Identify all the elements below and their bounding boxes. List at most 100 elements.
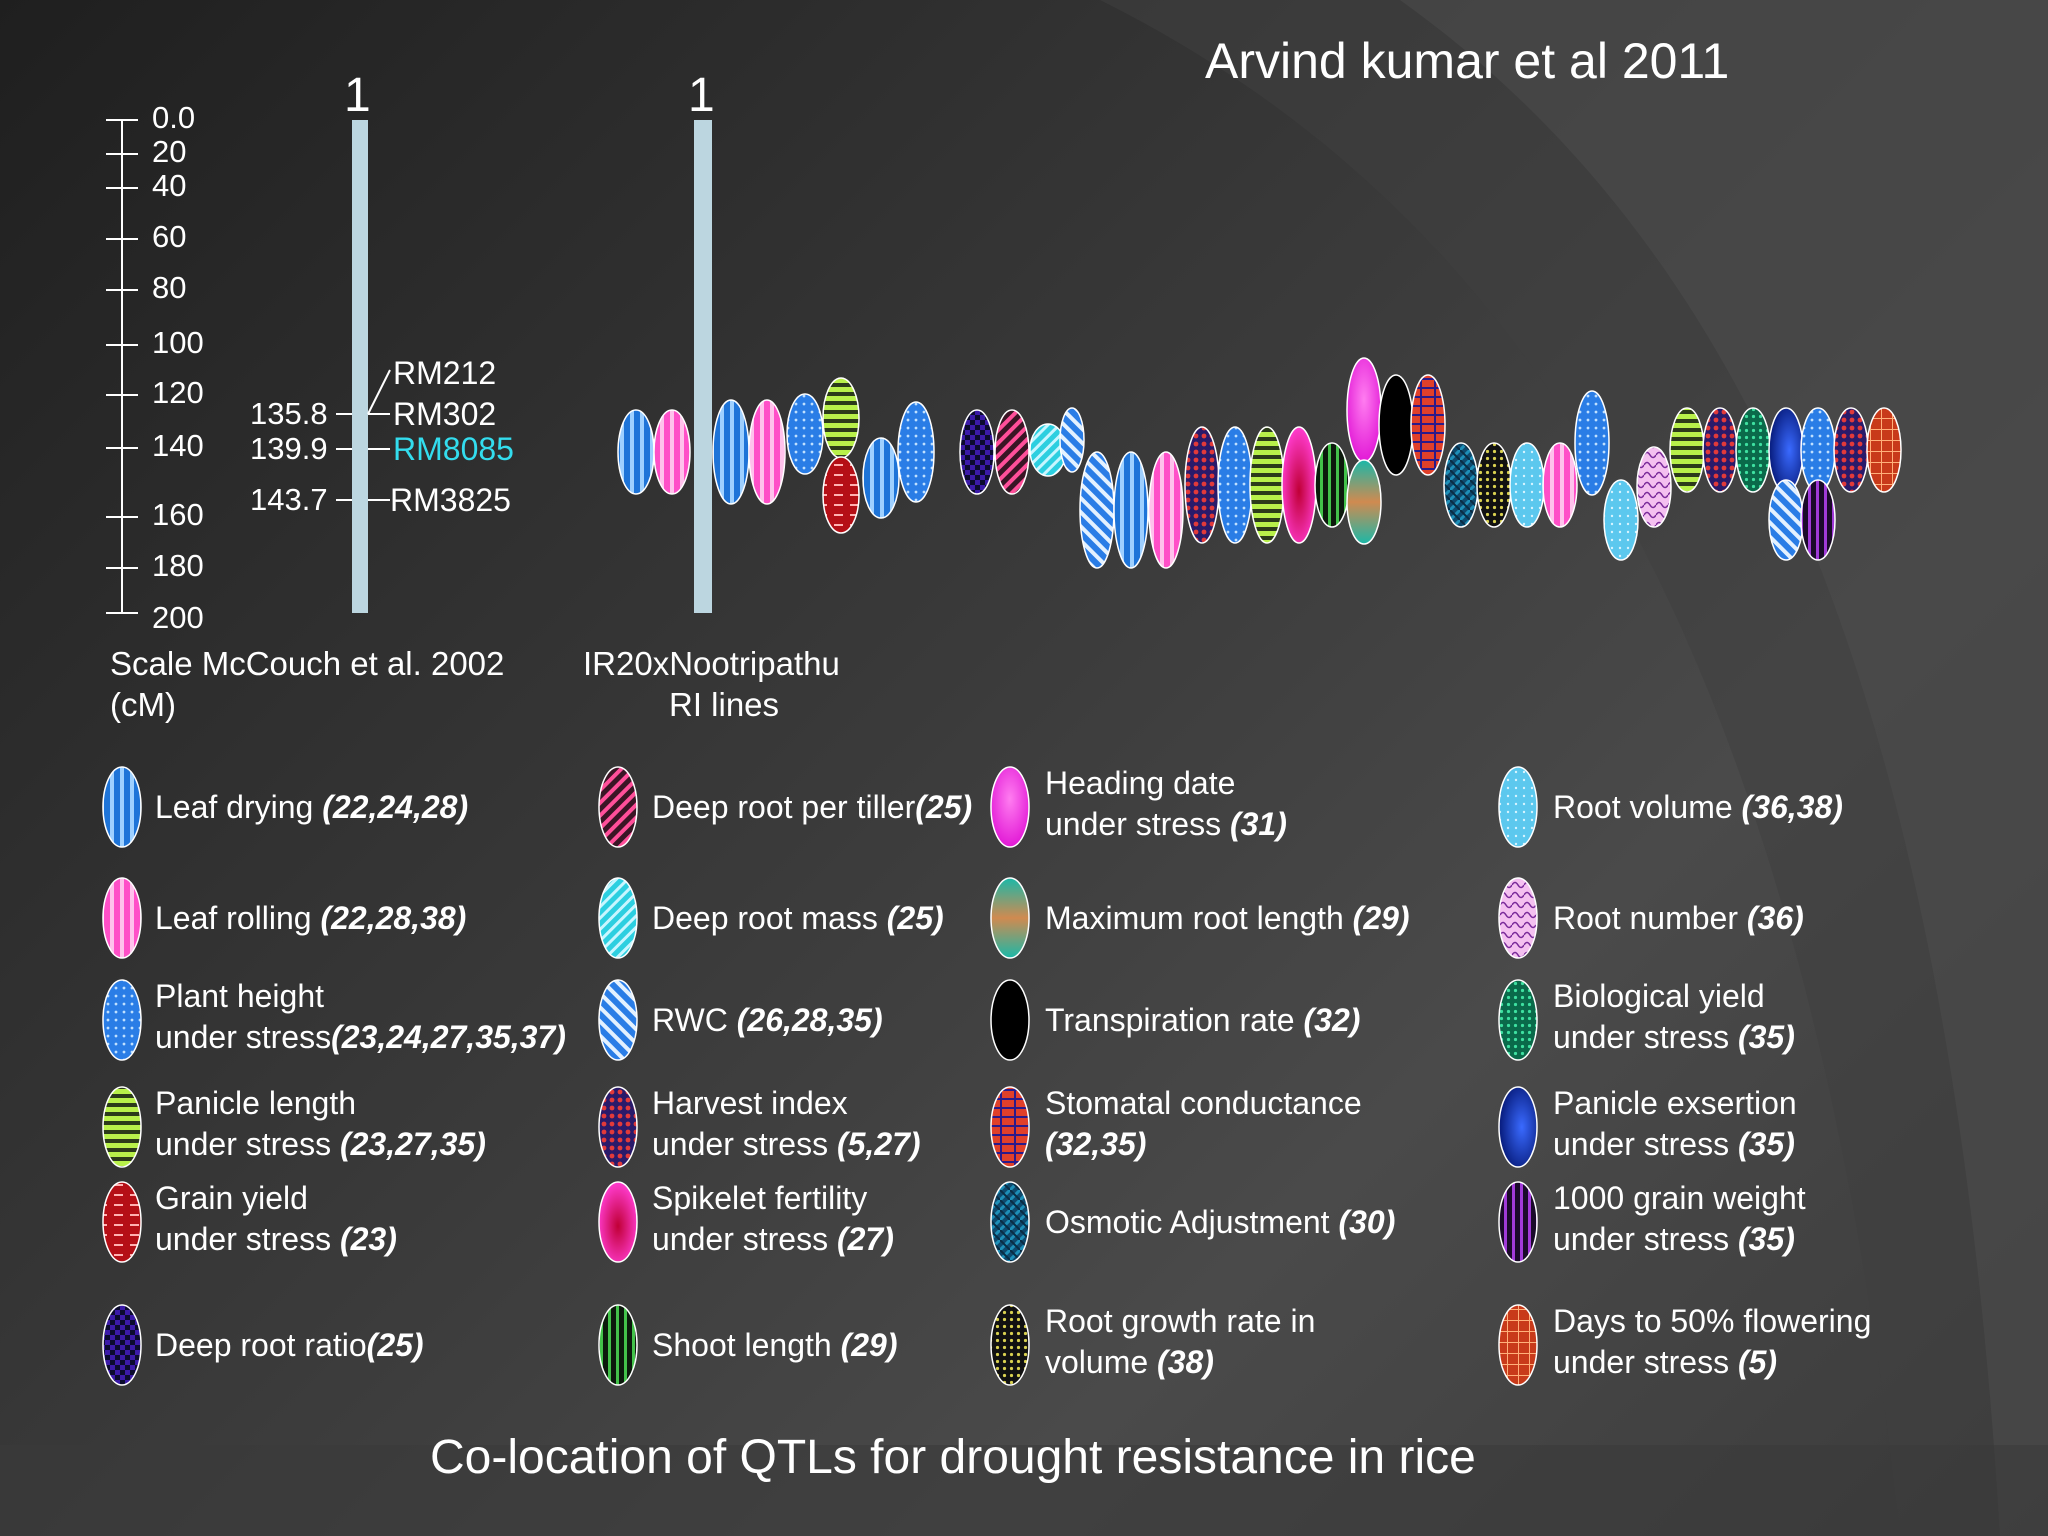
legend-label: Heading date xyxy=(1045,765,1236,801)
legend-item: Osmotic Adjustment (30) xyxy=(1045,1202,1395,1243)
marker-name: RM3825 xyxy=(390,482,511,518)
dots-green-icon xyxy=(1498,979,1538,1061)
legend-ref-numbers: (30) xyxy=(1338,1204,1396,1240)
legend-label: under stress xyxy=(1553,1126,1738,1162)
marker-pos: 135.8 xyxy=(250,396,328,431)
legend-label: under stress xyxy=(652,1221,837,1257)
marker-pos: 139.9 xyxy=(250,431,328,466)
legend-label: Panicle length xyxy=(155,1085,357,1121)
legend-ref-numbers: (29) xyxy=(840,1327,898,1363)
legend-label: Osmotic Adjustment xyxy=(1045,1204,1339,1240)
legend-label: under stress xyxy=(155,1221,340,1257)
author-citation: Arvind kumar et al 2011 xyxy=(1205,33,1730,89)
legend-label: Deep root mass xyxy=(652,900,887,936)
slide-caption: Co-location of QTLs for drought resistan… xyxy=(430,1431,1476,1484)
leaf-drying-stripes-icon xyxy=(102,766,142,848)
legend-label: under stress xyxy=(155,1126,340,1162)
legend-label: under stress xyxy=(1553,1019,1738,1055)
legend-item: 1000 grain weight under stress (35) xyxy=(1553,1178,1806,1260)
diagonal-cyan-icon xyxy=(598,877,638,959)
legend-item: Maximum root length (29) xyxy=(1045,898,1410,939)
legend-label: Days to 50% flowering xyxy=(1553,1303,1872,1339)
scale-tick-label: 20 xyxy=(152,134,187,169)
gradient-navy-icon xyxy=(1498,1086,1538,1168)
legend-item: Shoot length (29) xyxy=(652,1325,898,1366)
legend-label: Root growth rate in xyxy=(1045,1303,1316,1339)
legend-item: Deep root per tiller(25) xyxy=(652,787,972,828)
qtl-marker xyxy=(1079,451,1115,569)
legend-item: Biological yield under stress (35) xyxy=(1553,976,1795,1058)
legend-ref-numbers: (5) xyxy=(1737,1344,1778,1380)
legend-label: Leaf drying xyxy=(155,789,323,825)
scale-tick-label: 160 xyxy=(152,497,204,532)
chromosome-number: 1 xyxy=(344,69,371,122)
marker-name: RM212 xyxy=(393,355,497,391)
legend-ref-numbers: (5,27) xyxy=(836,1126,921,1162)
qtl-marker xyxy=(1866,407,1902,493)
qtl-marker xyxy=(1735,407,1771,493)
legend-ref-numbers: (22,28,38) xyxy=(320,900,467,936)
scale-tick-label: 140 xyxy=(152,428,204,463)
legend-ref-numbers: (36,38) xyxy=(1741,789,1843,825)
legend-item: Root number (36) xyxy=(1553,898,1804,939)
legend-label: under stress xyxy=(1553,1344,1738,1380)
legend-item: Panicle length under stress (23,27,35) xyxy=(155,1083,486,1165)
legend-label: under stress xyxy=(155,1019,332,1055)
leaf-rolling-stripes-icon xyxy=(102,877,142,959)
qtl-marker xyxy=(617,409,655,495)
legend-item: Leaf rolling (22,28,38) xyxy=(155,898,466,939)
qtl-marker xyxy=(994,409,1030,495)
legend-ref-numbers: (26,28,35) xyxy=(736,1002,883,1038)
legend-item: Harvest index under stress (5,27) xyxy=(652,1083,921,1165)
legend-ref-numbers: (23,27,35) xyxy=(339,1126,486,1162)
brick-purple-icon xyxy=(990,1086,1030,1168)
legend-label: Panicle exsertion xyxy=(1553,1085,1797,1121)
legend-label: Root volume xyxy=(1553,789,1742,825)
legend-ref-numbers: (23) xyxy=(339,1221,397,1257)
legend-ref-numbers: (35) xyxy=(1737,1126,1795,1162)
legend-label: Grain yield xyxy=(155,1180,308,1216)
scale-tick-label: 180 xyxy=(152,548,204,583)
qtl-marker xyxy=(1249,426,1285,544)
qtl-marker xyxy=(1833,407,1869,493)
legend-label: Maximum root length xyxy=(1045,900,1353,936)
dots-red-icon xyxy=(598,1086,638,1168)
legend-item: Grain yield under stress (23) xyxy=(155,1178,397,1260)
legend-label: Root number xyxy=(1553,900,1747,936)
qtl-marker xyxy=(862,437,900,519)
legend-ref-numbers: (22,24,28) xyxy=(322,789,469,825)
legend-ref-numbers: (29) xyxy=(1352,900,1410,936)
legend-label: Deep root per tiller xyxy=(652,789,916,825)
legend-ref-numbers: (35) xyxy=(1737,1221,1795,1257)
qtl-marker xyxy=(1346,459,1382,545)
legend-ref-numbers: (35) xyxy=(1737,1019,1795,1055)
qtl-marker xyxy=(748,399,786,505)
legend-item: Root volume (36,38) xyxy=(1553,787,1843,828)
legend-label: Leaf rolling xyxy=(155,900,321,936)
legend-ref-numbers: (25) xyxy=(886,900,944,936)
legend-label: under stress xyxy=(1553,1221,1738,1257)
legend-item: Deep root mass (25) xyxy=(652,898,944,939)
legend-ref-numbers: (36) xyxy=(1746,900,1804,936)
population-sub-label: RI lines xyxy=(669,686,780,723)
legend-item: Root growth rate in volume (38) xyxy=(1045,1301,1315,1383)
legend-item: Transpiration rate (32) xyxy=(1045,1000,1360,1041)
gradient-magenta-icon xyxy=(598,1181,638,1263)
qtl-marker xyxy=(1574,390,1610,496)
legend-label: Spikelet fertility xyxy=(652,1180,868,1216)
qtl-marker xyxy=(822,377,860,459)
chromosome-bars xyxy=(336,120,712,613)
qtl-marker xyxy=(1603,479,1639,561)
legend-ref-numbers: (25) xyxy=(915,789,973,825)
legend-item: Deep root ratio(25) xyxy=(155,1325,424,1366)
chromosome-1-bar xyxy=(352,120,368,613)
legend-ref-numbers: (31) xyxy=(1229,806,1287,842)
legend-label: Biological yield xyxy=(1553,978,1765,1014)
qtl-marker xyxy=(1148,451,1184,569)
qtl-marker xyxy=(1217,426,1253,544)
qtl-marker xyxy=(1768,479,1804,561)
qtl-marker xyxy=(1378,374,1414,476)
scale-unit-label: (cM) xyxy=(110,686,176,723)
dotted-blue-icon xyxy=(102,979,142,1061)
qtl-marker xyxy=(1346,357,1382,463)
